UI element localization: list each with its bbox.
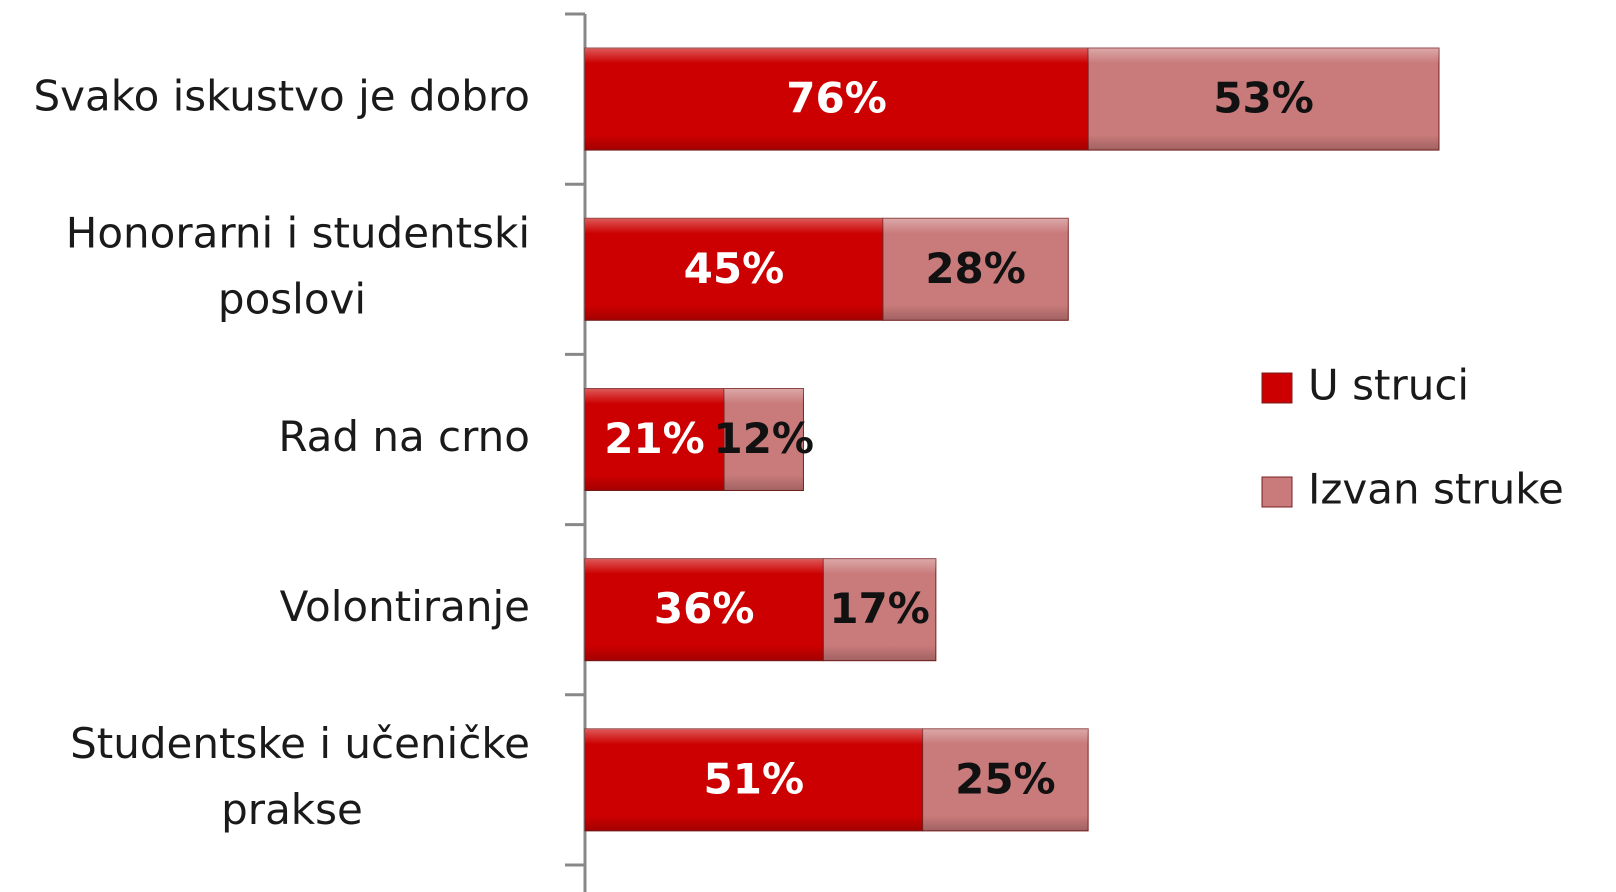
value-label: 36% — [654, 584, 755, 633]
category-label: Rad na crno — [278, 412, 530, 461]
bar-gloss — [724, 388, 804, 491]
bar-gloss — [585, 728, 923, 831]
bar-gloss — [585, 558, 824, 661]
legend-label: U struci — [1308, 361, 1469, 410]
value-label: 17% — [829, 584, 930, 633]
value-label: 76% — [786, 74, 887, 123]
bar-gloss — [823, 558, 936, 661]
category-label: Honorarni i studentski poslovi — [66, 208, 530, 323]
category-label: Volontiranje — [280, 582, 530, 631]
label-line: Studentske i učeničke — [70, 718, 530, 767]
bar-gloss — [1088, 48, 1439, 151]
label-line: prakse — [221, 784, 363, 833]
value-label: 45% — [684, 244, 785, 293]
value-label: 21% — [604, 414, 705, 463]
category-label: Svako iskustvo je dobro — [34, 72, 531, 121]
value-label: 12% — [713, 414, 814, 463]
label-line: Honorarni i studentski — [66, 208, 530, 257]
bar-gloss — [585, 48, 1089, 151]
value-label: 53% — [1213, 74, 1314, 123]
category-label: Studentske i učeničke prakse — [70, 718, 530, 833]
legend-swatch — [1261, 476, 1293, 508]
bar-gloss — [882, 218, 1069, 321]
bar-gloss — [585, 388, 725, 491]
value-label: 28% — [925, 244, 1026, 293]
bar-gloss — [585, 218, 883, 321]
label-line: poslovi — [218, 274, 366, 323]
value-label: 25% — [955, 754, 1056, 803]
bar-gloss — [922, 728, 1089, 831]
legend-swatch — [1261, 372, 1293, 404]
legend-label: Izvan struke — [1308, 465, 1564, 514]
value-label: 51% — [704, 754, 805, 803]
